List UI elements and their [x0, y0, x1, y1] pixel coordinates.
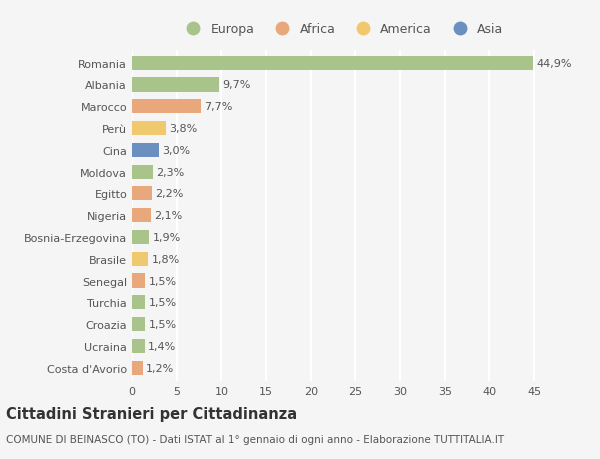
Bar: [132, 100, 201, 114]
Text: 3,8%: 3,8%: [170, 124, 198, 134]
Text: 1,2%: 1,2%: [146, 363, 175, 373]
Bar: [132, 78, 218, 92]
Bar: [132, 230, 149, 245]
Text: 3,0%: 3,0%: [163, 146, 191, 156]
Bar: [132, 56, 533, 71]
Bar: [132, 296, 145, 310]
Text: Cittadini Stranieri per Cittadinanza: Cittadini Stranieri per Cittadinanza: [6, 406, 297, 421]
Text: 7,7%: 7,7%: [205, 102, 233, 112]
Text: 2,2%: 2,2%: [155, 189, 184, 199]
Text: 1,4%: 1,4%: [148, 341, 176, 351]
Text: 1,5%: 1,5%: [149, 319, 177, 330]
Legend: Europa, Africa, America, Asia: Europa, Africa, America, Asia: [176, 18, 508, 41]
Bar: [132, 339, 145, 353]
Bar: [132, 209, 151, 223]
Bar: [132, 317, 145, 331]
Text: 2,1%: 2,1%: [154, 211, 182, 221]
Text: 1,8%: 1,8%: [152, 254, 180, 264]
Text: 1,5%: 1,5%: [149, 276, 177, 286]
Bar: [132, 361, 143, 375]
Bar: [132, 252, 148, 266]
Bar: [132, 274, 145, 288]
Text: COMUNE DI BEINASCO (TO) - Dati ISTAT al 1° gennaio di ogni anno - Elaborazione T: COMUNE DI BEINASCO (TO) - Dati ISTAT al …: [6, 434, 504, 444]
Bar: [132, 187, 152, 201]
Text: 9,7%: 9,7%: [222, 80, 251, 90]
Bar: [132, 122, 166, 136]
Text: 1,9%: 1,9%: [152, 232, 181, 242]
Bar: [132, 165, 152, 179]
Bar: [132, 143, 159, 157]
Text: 2,3%: 2,3%: [156, 167, 184, 177]
Text: 44,9%: 44,9%: [537, 59, 572, 68]
Text: 1,5%: 1,5%: [149, 298, 177, 308]
